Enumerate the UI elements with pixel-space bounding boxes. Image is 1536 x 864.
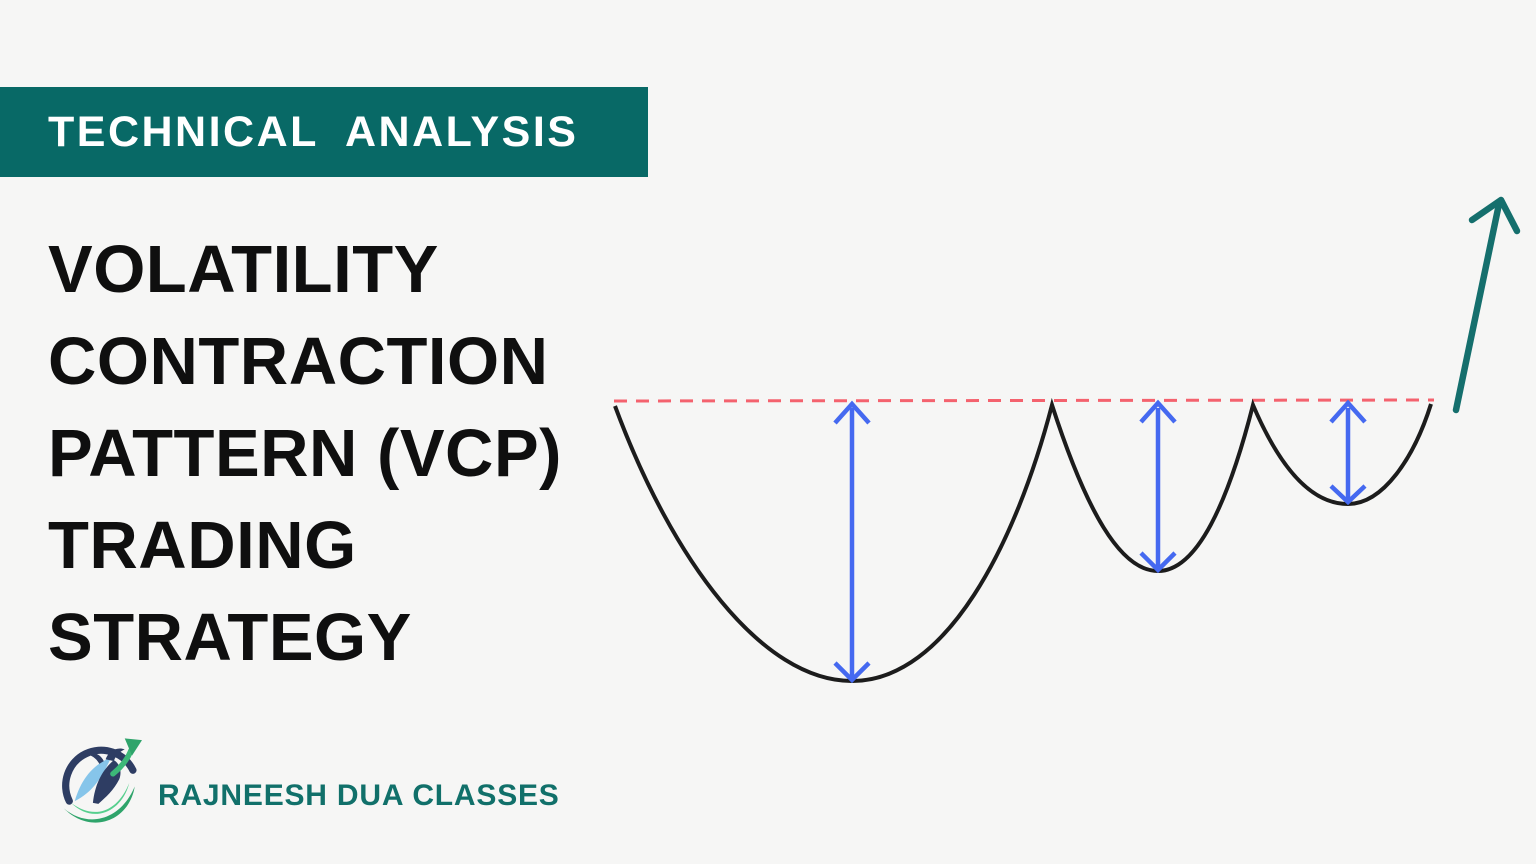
title-line-2: CONTRACTION	[48, 324, 549, 399]
logo-bull-horn-right	[105, 748, 125, 762]
depth-arrow-2-head-top	[1139, 399, 1177, 424]
price-curve	[613, 397, 1433, 684]
resistance-dashed-line	[613, 398, 1435, 403]
depth-arrow-2-head-bottom	[1139, 551, 1177, 574]
bull-growth-logo-icon	[62, 738, 142, 823]
breakout-arrow-shaft	[1452, 200, 1503, 414]
title-line-3: PATTERN (VCP)	[48, 416, 562, 491]
depth-arrow-1-head-top	[833, 400, 871, 425]
depth-arrow-1	[833, 400, 871, 684]
breakout-arrow-head	[1468, 196, 1521, 235]
depth-arrow-3-head-bottom	[1329, 484, 1367, 506]
vcp-diagram	[613, 196, 1521, 684]
logo-swoosh-dark	[63, 786, 135, 823]
brand-name: RAJNEESH DUA CLASSES	[158, 779, 560, 812]
title-line-4: TRADING	[48, 508, 357, 583]
logo-arc	[62, 746, 137, 805]
depth-arrow-3	[1329, 399, 1367, 506]
title-line-5: STRATEGY	[48, 600, 412, 675]
breakout-arrow	[1452, 196, 1521, 414]
page-title: VOLATILITY CONTRACTION PATTERN (VCP) TRA…	[48, 224, 668, 684]
title-line-1: VOLATILITY	[48, 232, 439, 307]
depth-arrow-2	[1139, 399, 1177, 574]
logo-arrow-shaft	[110, 747, 134, 777]
depth-arrow-1-head-bottom	[833, 661, 871, 684]
depth-arrow-3-head-top	[1329, 399, 1367, 424]
technical-analysis-banner: TECHNICAL ANALYSIS	[0, 87, 648, 177]
banner-label: TECHNICAL ANALYSIS	[48, 107, 579, 156]
logo-bull-horn-left	[86, 752, 104, 764]
logo-arrow-head	[124, 738, 142, 756]
logo-leaf	[74, 757, 112, 802]
brand-lockup: RAJNEESH DUA CLASSES	[56, 732, 560, 832]
logo-swoosh-light	[71, 782, 130, 814]
